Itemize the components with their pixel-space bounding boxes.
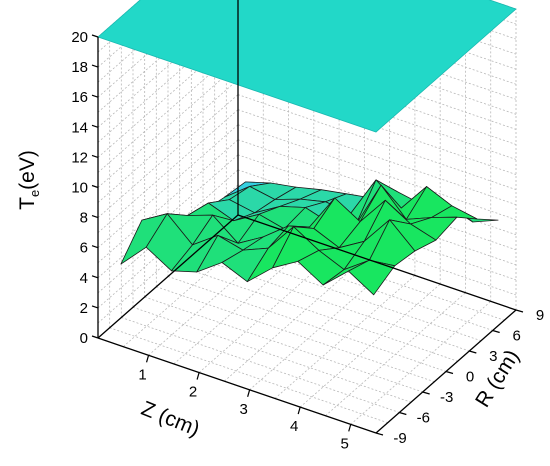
wall-gridline xyxy=(237,94,517,190)
te-tick-label: 16 xyxy=(71,89,88,106)
axis-line xyxy=(97,337,377,434)
z-tick-mark xyxy=(348,424,352,432)
wall-gridline xyxy=(97,64,239,188)
axis-line xyxy=(237,214,517,311)
axis-line xyxy=(97,214,239,339)
floor-gridline xyxy=(132,306,412,403)
te-tick-label: 8 xyxy=(80,210,88,227)
te-tick-label: 20 xyxy=(71,29,88,46)
floor-gridline xyxy=(156,286,435,383)
te-tick-label: 12 xyxy=(71,149,88,166)
floor-gridline xyxy=(350,301,491,425)
surface-layer xyxy=(120,179,499,296)
floor-gridline xyxy=(144,296,423,393)
r-tick-mark xyxy=(422,391,430,395)
wall-gridline xyxy=(237,109,517,206)
r-tick-label: -3 xyxy=(440,389,453,406)
z-tick-label: 1 xyxy=(138,366,146,383)
te-tick-mark xyxy=(91,154,99,158)
wall-gridline xyxy=(97,3,239,128)
z-tick-mark xyxy=(145,355,150,363)
wall-gridline xyxy=(97,139,239,264)
te-tick-label: 18 xyxy=(71,59,88,76)
z-tick-label: 3 xyxy=(239,401,247,418)
z-tick-mark xyxy=(247,389,251,397)
wall-gridline xyxy=(312,0,517,70)
z-tick-label: 5 xyxy=(341,435,349,452)
te-tick-label: 14 xyxy=(71,119,88,136)
r-tick-mark xyxy=(445,370,454,375)
floor-gridline xyxy=(198,249,340,373)
r-tick-mark xyxy=(515,309,524,313)
z-tick-mark xyxy=(196,372,200,380)
surface-patch xyxy=(347,259,396,296)
floor-gridline xyxy=(121,317,400,413)
te-tick-mark xyxy=(91,215,99,219)
floor-gridline xyxy=(123,223,264,347)
r-tick-label: 3 xyxy=(489,348,497,365)
r-tick-label: 9 xyxy=(536,307,544,324)
wall-gridline xyxy=(97,19,239,143)
wall-gridline xyxy=(237,154,517,251)
floor-gridline xyxy=(167,276,447,372)
te-tick-mark xyxy=(91,275,99,279)
r-tick-label: 6 xyxy=(512,328,520,345)
te-plane-layer xyxy=(97,0,517,133)
te-tick-mark xyxy=(91,64,99,68)
floor-gridline xyxy=(109,327,388,424)
te-level-plane xyxy=(97,0,517,133)
te-tick-label: 6 xyxy=(80,240,88,257)
te-tick-label: 4 xyxy=(80,270,88,287)
r-tick-mark xyxy=(469,350,477,354)
y-axis-label: R (cm) xyxy=(471,346,524,412)
z-tick-label: 4 xyxy=(290,418,298,435)
r-tick-mark xyxy=(492,329,500,334)
r-tick-mark xyxy=(375,432,384,436)
te-tick-label: 0 xyxy=(80,330,88,347)
r-tick-mark xyxy=(399,411,407,416)
x-axis-label: Z (cm) xyxy=(138,397,203,441)
te-tick-mark xyxy=(91,245,99,249)
z-axis-label: Te(eV) xyxy=(16,150,42,210)
wall-gridline xyxy=(97,124,239,249)
z-tick-mark xyxy=(297,406,301,415)
te-tick-mark xyxy=(91,124,99,128)
te-tick-mark xyxy=(91,34,99,38)
te-tick-label: 10 xyxy=(71,180,88,197)
r-tick-label: -6 xyxy=(417,410,430,427)
te-tick-label: 2 xyxy=(80,300,88,317)
te-tick-mark xyxy=(91,184,99,189)
wall-gridline xyxy=(237,124,517,221)
te-tick-mark xyxy=(91,335,99,339)
floor-gridline xyxy=(274,275,416,399)
z-tick-label: 2 xyxy=(189,384,197,401)
te-tick-mark xyxy=(91,305,99,309)
wall-gridline xyxy=(97,79,239,203)
r-tick-label: -9 xyxy=(393,430,406,447)
floor-gridline xyxy=(179,265,458,362)
te-tick-mark xyxy=(91,94,99,98)
r-tick-label: 0 xyxy=(466,369,474,386)
